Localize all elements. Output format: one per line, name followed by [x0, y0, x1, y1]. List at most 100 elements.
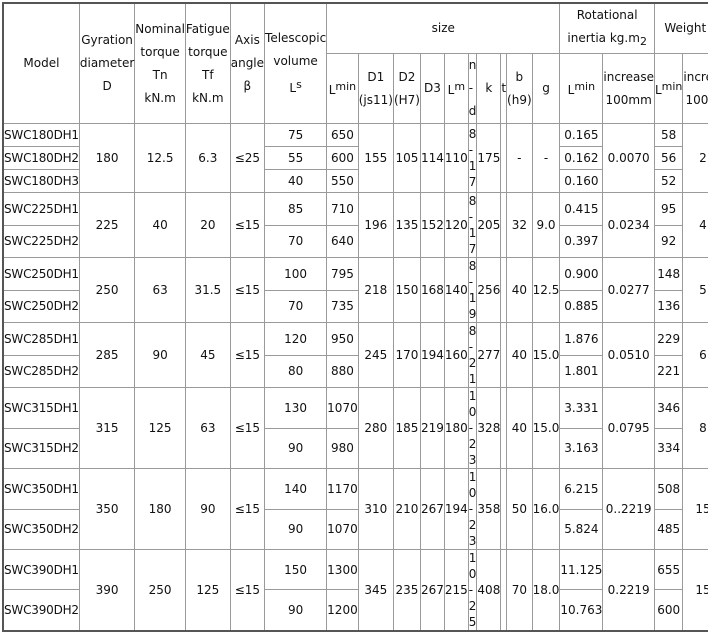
inertia-min-cell: 5.824 — [559, 508, 604, 550]
d1-cell: 245 — [357, 322, 394, 388]
g-cell: 16.0 — [531, 468, 561, 550]
model-cell: SWC250DH2 — [2, 289, 80, 323]
header-weight: Weight kg — [653, 2, 708, 54]
weight-min-cell: 52 — [653, 169, 684, 193]
gyration-diameter-cell: 180 — [78, 123, 136, 193]
nominal-torque-cell: 180 — [134, 468, 186, 550]
axis-angle-cell: ≤15 — [229, 257, 266, 323]
model-cell: SWC225DH1 — [2, 192, 80, 226]
lmin-cell: 1070 — [326, 508, 359, 550]
nominal-torque-cell: 250 — [134, 549, 186, 632]
d3-cell: 219 — [419, 387, 445, 469]
gyration-diameter-cell: 350 — [78, 468, 136, 550]
g-cell: 15.0 — [531, 322, 561, 388]
lmin-cell: 600 — [326, 146, 359, 170]
lm-cell: 194 — [443, 468, 469, 550]
b-cell: 70 — [506, 549, 533, 632]
weight-min-cell: 229 — [653, 322, 684, 356]
gyration-diameter-cell: 225 — [78, 192, 136, 258]
g-cell: 15.0 — [531, 387, 561, 469]
table-row: SWC390DH1 390 250 125 ≤15 150 1300 345 235 267 215… — [2, 548, 708, 632]
model-cell: SWC315DH2 — [2, 427, 80, 469]
d2-cell: 235 — [392, 549, 421, 632]
telescopic-volume-cell: 90 — [264, 508, 328, 550]
telescopic-volume-cell: 40 — [264, 169, 328, 193]
weight-min-cell: 221 — [653, 354, 684, 388]
table-row: SWC180DH3 40 550 0.160 52 — [2, 169, 708, 193]
weight-min-cell: 95 — [653, 192, 684, 226]
k-cell: 175 — [476, 123, 502, 193]
table-body: SWC180DH1 180 12.5 6.3 ≤25 75 650 155 105 114 110 8… — [2, 123, 708, 632]
nd-cell: 8-19 — [467, 257, 478, 323]
g-cell: 18.0 — [531, 549, 561, 632]
gyration-diameter-cell: 250 — [78, 257, 136, 323]
header-nominal-torque: Nominal torque Tn kN.m — [134, 2, 186, 124]
axis-angle-cell: ≤15 — [229, 549, 266, 632]
lmin-cell: 1200 — [326, 589, 359, 632]
weight-min-cell: 56 — [653, 146, 684, 170]
k-cell: 205 — [476, 192, 502, 258]
table-row: SWC225DH1 225 40 20 ≤15 85 710 196 135 152 120 8-17… — [2, 192, 708, 258]
inertia-increase-cell: 0.0070 — [602, 123, 655, 193]
inertia-min-cell: 3.331 — [559, 387, 604, 429]
model-cell: SWC285DH2 — [2, 354, 80, 388]
model-cell: SWC180DH3 — [2, 169, 80, 193]
header-axis-angle: Axis angle β — [229, 2, 266, 124]
table-row: SWC285DH2 80 880 1.801 221 — [2, 354, 708, 388]
k-cell: 277 — [476, 322, 502, 388]
model-cell: SWC180DH1 — [2, 123, 80, 147]
weight-min-cell: 148 — [653, 257, 684, 291]
lm-cell: 110 — [443, 123, 469, 193]
inertia-min-cell: 6.215 — [559, 468, 604, 510]
b-cell: 50 — [506, 468, 533, 550]
telescopic-volume-cell: 120 — [264, 322, 328, 356]
fatigue-torque-cell: 20 — [184, 192, 231, 258]
weight-increase-cell: 8.0 — [682, 387, 708, 469]
lmin-cell: 795 — [326, 257, 359, 291]
nominal-torque-cell: 125 — [134, 387, 186, 469]
d3-cell: 194 — [419, 322, 445, 388]
weight-increase-cell: 6.3 — [682, 322, 708, 388]
inertia-min-cell: 10.763 — [559, 589, 604, 632]
telescopic-volume-cell: 100 — [264, 257, 328, 291]
fatigue-torque-cell: 6.3 — [184, 123, 231, 193]
fatigue-torque-cell: 125 — [184, 549, 231, 632]
inertia-min-cell: 0.165 — [559, 123, 604, 147]
table-row: SWC285DH1 285 90 45 ≤15 120 950 245 170 194 160 8-2… — [2, 322, 708, 388]
weight-increase-cell: 15.0 — [682, 549, 708, 632]
inertia-min-cell: 11.125 — [559, 548, 604, 591]
lmin-cell: 1170 — [326, 468, 359, 510]
fatigue-torque-cell: 63 — [184, 387, 231, 469]
nd-cell: 8-17 — [467, 192, 478, 258]
d1-cell: 218 — [357, 257, 394, 323]
weight-min-cell: 346 — [653, 387, 684, 429]
gyration-diameter-cell: 315 — [78, 387, 136, 469]
telescopic-volume-cell: 85 — [264, 192, 328, 226]
telescopic-volume-cell: 140 — [264, 468, 328, 510]
b-cell: 40 — [506, 257, 533, 323]
d2-cell: 170 — [392, 322, 421, 388]
telescopic-volume-cell: 130 — [264, 387, 328, 429]
header-model: Model — [2, 2, 80, 124]
nd-cell: 8-17 — [467, 123, 478, 193]
inertia-min-cell: 1.801 — [559, 354, 604, 388]
fatigue-torque-cell: 31.5 — [184, 257, 231, 323]
header-d2: D2 (H7) — [392, 53, 421, 124]
lm-cell: 215 — [443, 549, 469, 632]
table-row: SWC180DH1 180 12.5 6.3 ≤25 75 650 155 105 114 110 8… — [2, 123, 708, 193]
weight-increase-cell: 2.8 — [682, 123, 708, 193]
axis-angle-cell: ≤15 — [229, 468, 266, 550]
telescopic-volume-cell: 75 — [264, 123, 328, 147]
header-weight-lmin: Lmin — [653, 53, 684, 124]
lmin-cell: 950 — [326, 322, 359, 356]
k-cell: 358 — [476, 468, 502, 550]
inertia-min-cell: 0.397 — [559, 224, 604, 258]
weight-min-cell: 485 — [653, 508, 684, 550]
axis-angle-cell: ≤15 — [229, 322, 266, 388]
header-d1: D1 (js11) — [357, 53, 394, 124]
d2-cell: 210 — [392, 468, 421, 550]
model-cell: SWC250DH1 — [2, 257, 80, 291]
b-cell: 40 — [506, 322, 533, 388]
fatigue-torque-cell: 45 — [184, 322, 231, 388]
